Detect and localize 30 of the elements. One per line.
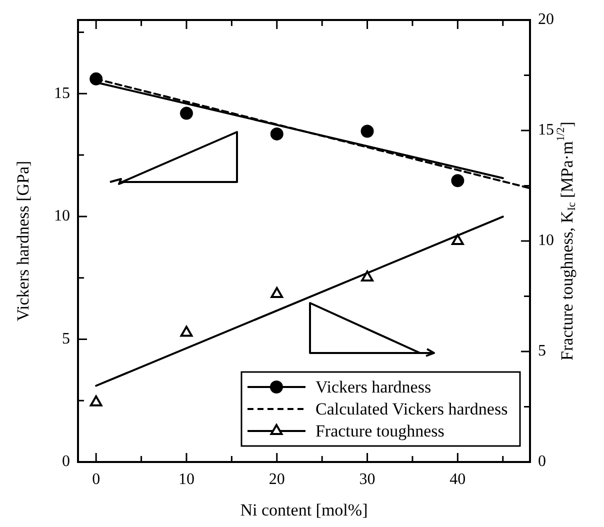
y2-tick-label: 0: [538, 453, 546, 470]
point: [451, 234, 464, 245]
point: [180, 106, 193, 120]
legend-label: Fracture toughness: [315, 421, 444, 440]
x-tick-label: 40: [450, 470, 466, 488]
point: [361, 270, 374, 282]
y2-tick-label: 5: [538, 342, 546, 360]
y-tick-label: 0: [62, 453, 70, 470]
point: [270, 127, 284, 140]
y2-axis-title: Fracture toughness, KIc [MPa·m1/2]: [555, 122, 578, 360]
y2-tick-label: 15: [538, 122, 554, 139]
y2-tick-label: 20: [538, 11, 554, 28]
y2-tick-label: 10: [538, 232, 554, 250]
point: [360, 124, 374, 138]
point: [270, 287, 284, 298]
y-axis-title: Vickers hardness [GPa]: [14, 160, 33, 322]
x-tick-label: 20: [268, 470, 285, 488]
y-tick-label: 5: [62, 330, 70, 348]
y-tick-label: 15: [54, 84, 70, 102]
x-tick-label: 30: [359, 470, 376, 488]
point: [451, 174, 464, 188]
point: [180, 326, 193, 337]
x-axis-title: Ni content [mol%]: [240, 500, 368, 520]
legend-label: Vickers hardness: [315, 377, 432, 396]
x-tick-label: 0: [92, 470, 100, 488]
point: [90, 395, 102, 406]
y-tick-label: 10: [54, 208, 70, 225]
x-tick-label: 10: [178, 470, 194, 488]
point: [90, 72, 103, 86]
legend-label: Calculated Vickers hardness: [315, 399, 508, 418]
